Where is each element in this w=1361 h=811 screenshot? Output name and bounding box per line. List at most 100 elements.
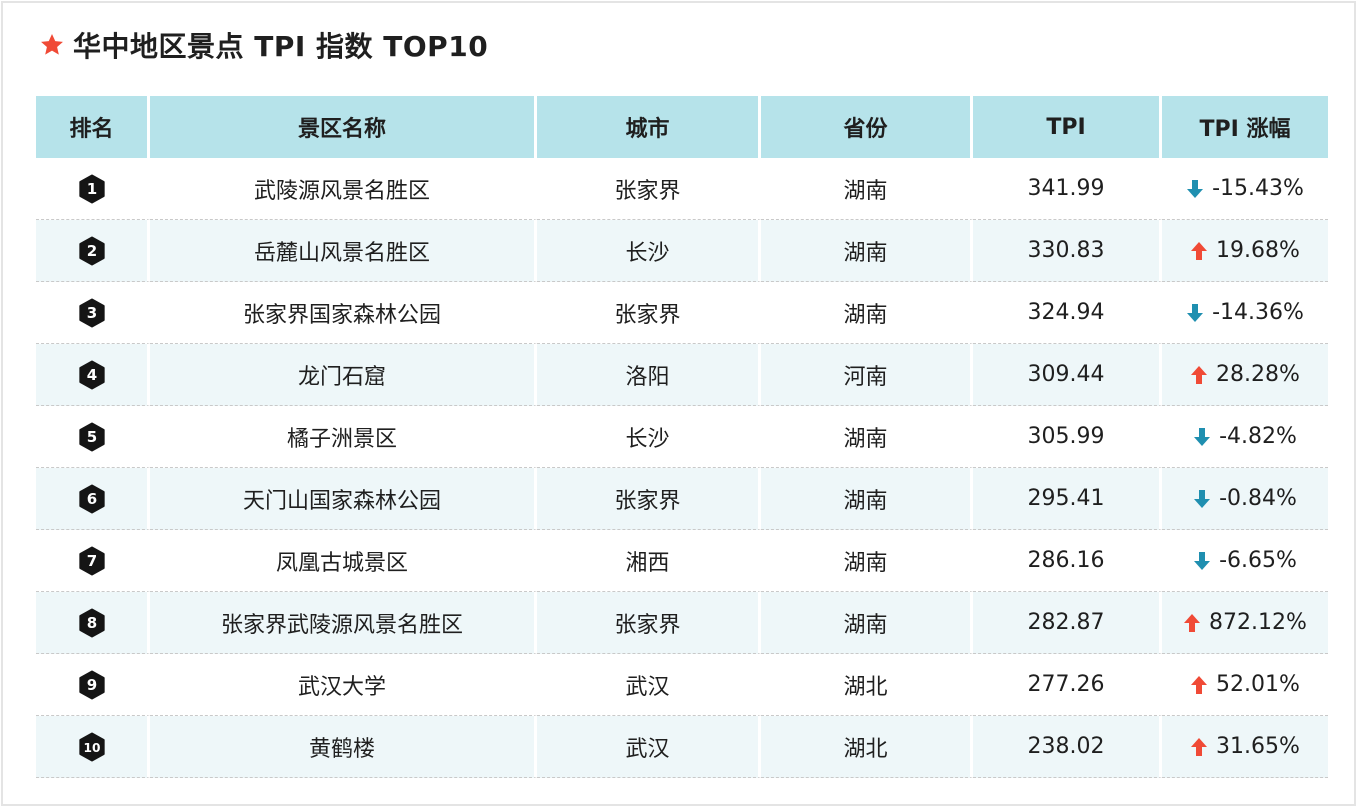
tpi-cell: 295.41 [973, 468, 1162, 530]
rank-number: 1 [86, 180, 96, 198]
tpi-change-wrap: -0.84% [1162, 486, 1328, 511]
tpi-cell: 305.99 [973, 406, 1162, 468]
rank-badge-icon: 7 [78, 545, 105, 576]
city-cell: 长沙 [537, 406, 761, 468]
tpi-change-value: -0.84% [1219, 486, 1297, 511]
scenic-name-cell: 黄鹤楼 [150, 716, 537, 778]
rank-number: 3 [86, 304, 96, 322]
tpi-change-cell: 872.12% [1162, 592, 1328, 654]
city-cell: 张家界 [537, 158, 761, 220]
province-cell: 河南 [761, 344, 973, 406]
rank-cell: 7 [36, 530, 150, 592]
table-header-row: 排名 景区名称 城市 省份 TPI TPI 涨幅 [36, 96, 1328, 158]
tpi-change-wrap: 19.68% [1162, 238, 1328, 263]
tpi-change-cell: -15.43% [1162, 158, 1328, 220]
arrow-up-icon [1191, 737, 1208, 756]
tpi-change-wrap: 28.28% [1162, 362, 1328, 387]
tpi-change-cell: 31.65% [1162, 716, 1328, 778]
tpi-change-cell: -14.36% [1162, 282, 1328, 344]
tpi-change-wrap: -14.36% [1162, 300, 1328, 325]
table-row: 4 龙门石窟 洛阳 河南 309.44 28.28% [36, 344, 1328, 406]
rank-number: 7 [86, 552, 96, 570]
arrow-down-icon [1194, 427, 1211, 446]
province-cell: 湖北 [761, 716, 973, 778]
rank-badge-icon: 6 [78, 483, 105, 514]
rank-badge-icon: 9 [78, 669, 105, 700]
rank-number: 5 [86, 428, 96, 446]
tpi-change-value: -6.65% [1219, 548, 1297, 573]
city-cell: 洛阳 [537, 344, 761, 406]
tpi-cell: 238.02 [973, 716, 1162, 778]
arrow-up-icon [1184, 613, 1201, 632]
rank-number: 10 [83, 741, 100, 755]
scenic-name-cell: 武陵源风景名胜区 [150, 158, 537, 220]
rank-badge-icon: 5 [78, 421, 105, 452]
rank-cell: 9 [36, 654, 150, 716]
table-row: 7 凤凰古城景区 湘西 湖南 286.16 -6.65% [36, 530, 1328, 592]
tpi-change-value: 52.01% [1216, 672, 1300, 697]
tpi-change-wrap: 872.12% [1162, 610, 1328, 635]
tpi-cell: 277.26 [973, 654, 1162, 716]
rank-badge-icon: 3 [78, 297, 105, 328]
province-cell: 湖南 [761, 530, 973, 592]
title-row: 华中地区景点 TPI 指数 TOP10 [39, 25, 488, 65]
tpi-change-wrap: -6.65% [1162, 548, 1328, 573]
table-row: 10 黄鹤楼 武汉 湖北 238.02 31.65% [36, 716, 1328, 778]
arrow-up-icon [1191, 675, 1208, 694]
rank-cell: 6 [36, 468, 150, 530]
city-cell: 武汉 [537, 654, 761, 716]
tpi-change-cell: -6.65% [1162, 530, 1328, 592]
tpi-cell: 324.94 [973, 282, 1162, 344]
rank-number: 4 [86, 366, 96, 384]
scenic-name-cell: 岳麓山风景名胜区 [150, 220, 537, 282]
tpi-change-cell: -0.84% [1162, 468, 1328, 530]
city-cell: 长沙 [537, 220, 761, 282]
arrow-up-icon [1191, 241, 1208, 260]
arrow-up-icon [1191, 365, 1208, 384]
rank-number: 6 [86, 490, 96, 508]
header-name: 景区名称 [150, 96, 537, 158]
table-row: 9 武汉大学 武汉 湖北 277.26 52.01% [36, 654, 1328, 716]
tpi-change-wrap: 52.01% [1162, 672, 1328, 697]
tpi-cell: 309.44 [973, 344, 1162, 406]
tpi-change-cell: 28.28% [1162, 344, 1328, 406]
tpi-change-cell: 19.68% [1162, 220, 1328, 282]
rank-cell: 10 [36, 716, 150, 778]
table-row: 1 武陵源风景名胜区 张家界 湖南 341.99 -15.43% [36, 158, 1328, 220]
rank-cell: 3 [36, 282, 150, 344]
rank-cell: 5 [36, 406, 150, 468]
header-city: 城市 [537, 96, 761, 158]
tpi-change-value: -14.36% [1212, 300, 1304, 325]
scenic-name-cell: 天门山国家森林公园 [150, 468, 537, 530]
rank-badge-icon: 4 [78, 359, 105, 390]
rank-number: 9 [86, 676, 96, 694]
ranking-table: 排名 景区名称 城市 省份 TPI TPI 涨幅 1 武陵源风景名胜区 张家界 湖南 3… [36, 96, 1328, 778]
province-cell: 湖南 [761, 220, 973, 282]
tpi-cell: 286.16 [973, 530, 1162, 592]
tpi-cell: 330.83 [973, 220, 1162, 282]
tpi-change-value: -4.82% [1219, 424, 1297, 449]
table-row: 3 张家界国家森林公园 张家界 湖南 324.94 -14.36% [36, 282, 1328, 344]
scenic-name-cell: 张家界武陵源风景名胜区 [150, 592, 537, 654]
scenic-name-cell: 凤凰古城景区 [150, 530, 537, 592]
scenic-name-cell: 武汉大学 [150, 654, 537, 716]
header-tpi-change: TPI 涨幅 [1162, 96, 1328, 158]
arrow-down-icon [1194, 551, 1211, 570]
rank-cell: 1 [36, 158, 150, 220]
city-cell: 张家界 [537, 282, 761, 344]
rank-number: 8 [86, 614, 96, 632]
tpi-cell: 341.99 [973, 158, 1162, 220]
tpi-change-value: 19.68% [1216, 238, 1300, 263]
page-title: 华中地区景点 TPI 指数 TOP10 [73, 30, 489, 63]
tpi-change-value: -15.43% [1212, 176, 1304, 201]
rank-cell: 8 [36, 592, 150, 654]
province-cell: 湖南 [761, 406, 973, 468]
header-tpi: TPI [973, 96, 1162, 158]
city-cell: 武汉 [537, 716, 761, 778]
city-cell: 张家界 [537, 468, 761, 530]
tpi-cell: 282.87 [973, 592, 1162, 654]
rank-cell: 4 [36, 344, 150, 406]
table-row: 5 橘子洲景区 长沙 湖南 305.99 -4.82% [36, 406, 1328, 468]
rank-badge-icon: 2 [78, 235, 105, 266]
city-cell: 湘西 [537, 530, 761, 592]
